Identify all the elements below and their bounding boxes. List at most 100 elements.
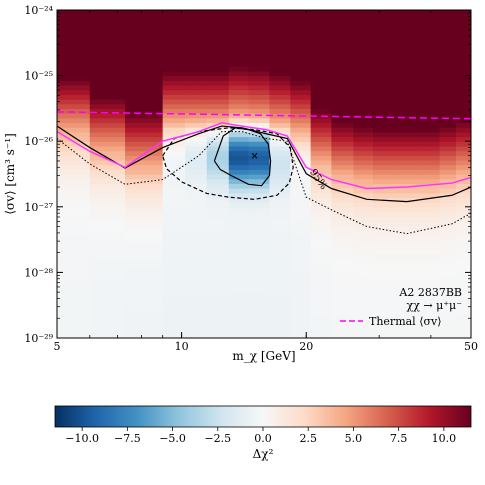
heatmap-cell	[269, 211, 291, 217]
heatmap-cell	[396, 333, 420, 338]
heatmap-cell	[206, 314, 230, 320]
channel-label: χχ → μ⁺μ⁻	[407, 299, 463, 312]
heatmap-cell	[290, 108, 312, 114]
heatmap-cell	[89, 248, 126, 255]
heatmap-cell	[353, 28, 374, 35]
heatmap-cell	[206, 136, 230, 142]
heatmap-cell	[373, 230, 397, 236]
heatmap-cell	[419, 89, 441, 95]
heatmap-cell	[331, 178, 355, 184]
colorbar-gradient	[54, 405, 472, 428]
heatmap-cell	[57, 174, 91, 180]
heatmap-cell	[373, 19, 397, 25]
heatmap-cell	[269, 70, 291, 77]
heatmap-cell	[456, 258, 471, 264]
heatmap-cell	[125, 216, 164, 222]
heatmap-cell	[89, 10, 126, 16]
heatmap-cell	[290, 300, 312, 306]
heatmap-cell	[162, 117, 186, 124]
heatmap-cell	[206, 89, 230, 95]
heatmap-cell	[439, 267, 457, 273]
heatmap-cell	[290, 323, 312, 330]
heatmap-cell	[456, 42, 471, 49]
heatmap-cell	[353, 19, 374, 25]
heatmap-cell	[125, 131, 164, 138]
heatmap-cell	[89, 89, 126, 95]
heatmap-cell	[456, 319, 471, 325]
heatmap-cell	[125, 319, 164, 325]
heatmap-cell	[206, 61, 230, 67]
heatmap-cell	[125, 230, 164, 236]
heatmap-cell	[310, 197, 332, 203]
heatmap-cell	[353, 267, 374, 273]
heatmap-cell	[162, 127, 186, 133]
heatmap-cell	[456, 14, 471, 20]
heatmap-cell	[228, 19, 250, 25]
heatmap-cell	[290, 248, 312, 255]
heatmap-cell	[373, 10, 397, 16]
heatmap-cell	[290, 188, 312, 194]
heatmap-cell	[89, 319, 126, 325]
heatmap-cell	[89, 277, 126, 283]
heatmap-cell	[439, 103, 457, 109]
heatmap-cell	[456, 286, 471, 292]
heatmap-cell	[290, 202, 312, 208]
heatmap-cell	[310, 24, 332, 30]
heatmap-cell	[248, 159, 271, 166]
heatmap-cell	[310, 28, 332, 35]
heatmap-cell	[396, 211, 420, 217]
heatmap-cell	[57, 136, 91, 142]
heatmap-cell	[248, 164, 271, 170]
heatmap-cell	[206, 10, 230, 16]
heatmap-cell	[310, 258, 332, 264]
heatmap-cell	[57, 131, 91, 138]
heatmap-cell	[396, 19, 420, 25]
heatmap-cell	[269, 24, 291, 30]
heatmap-cell	[419, 174, 441, 180]
heatmap-cell	[89, 145, 126, 152]
heatmap-cell	[353, 159, 374, 166]
heatmap-cell	[206, 108, 230, 114]
heatmap-cell	[269, 188, 291, 194]
heatmap-cell	[206, 305, 230, 311]
heatmap-cell	[125, 47, 164, 53]
heatmap-cell	[206, 216, 230, 222]
heatmap-cell	[331, 239, 355, 245]
heatmap-cell	[439, 84, 457, 91]
heatmap-cell	[439, 150, 457, 156]
heatmap-cell	[456, 94, 471, 100]
heatmap-cell	[419, 61, 441, 67]
heatmap-cell	[331, 61, 355, 67]
heatmap-cell	[290, 272, 312, 278]
heatmap-cell	[419, 314, 441, 320]
heatmap-cell	[456, 28, 471, 35]
heatmap-cell	[396, 216, 420, 222]
heatmap-cell	[125, 183, 164, 189]
heatmap-cell	[456, 19, 471, 25]
heatmap-cell	[269, 178, 291, 184]
heatmap-cell	[439, 75, 457, 81]
heatmap-cell	[269, 38, 291, 44]
heatmap-cell	[331, 216, 355, 222]
heatmap-cell	[396, 127, 420, 133]
heatmap-cell	[162, 155, 186, 161]
heatmap-cell	[228, 10, 250, 16]
heatmap-cell	[125, 202, 164, 208]
heatmap-cell	[57, 258, 91, 264]
heatmap-cell	[162, 314, 186, 320]
heatmap-cell	[248, 117, 271, 124]
heatmap-cell	[353, 263, 374, 269]
heatmap-cell	[206, 244, 230, 250]
heatmap-cell	[331, 267, 355, 273]
best-fit-marker	[251, 152, 258, 159]
heatmap-cell	[57, 24, 91, 30]
heatmap-cell	[162, 52, 186, 58]
heatmap-cell	[290, 277, 312, 283]
heatmap-cell	[439, 333, 457, 338]
heatmap-cell	[57, 99, 91, 105]
heatmap-cell	[269, 319, 291, 325]
heatmap-cell	[269, 47, 291, 53]
heatmap-cell	[185, 117, 208, 124]
heatmap-cell	[57, 305, 91, 311]
heatmap-cell	[456, 141, 471, 147]
